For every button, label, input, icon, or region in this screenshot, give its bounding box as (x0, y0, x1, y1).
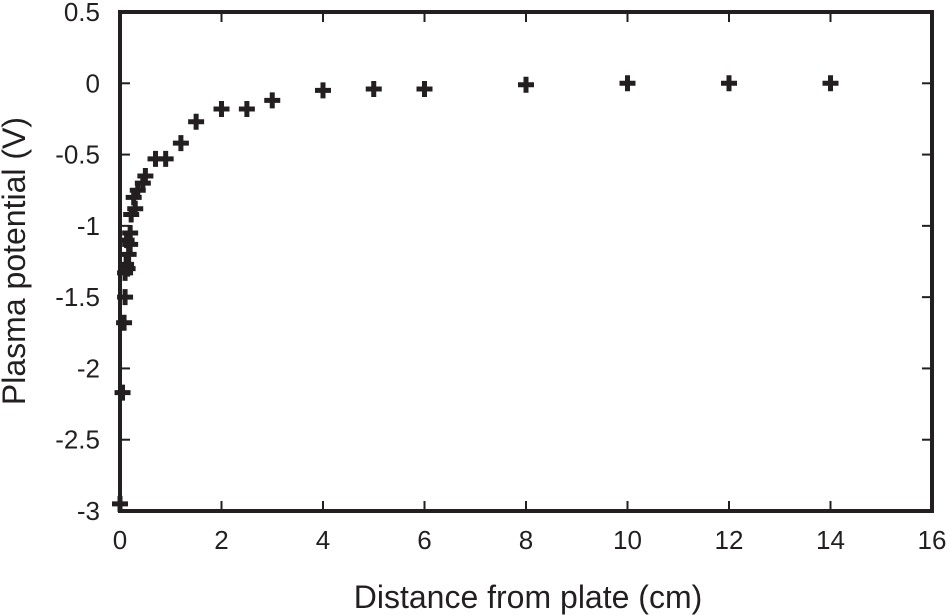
data-points (112, 75, 839, 512)
x-tick-label: 4 (316, 525, 330, 555)
data-point-marker (619, 75, 636, 92)
y-tick-label: -3 (77, 496, 100, 526)
x-tick-label: 12 (715, 525, 744, 555)
data-point-marker (172, 135, 189, 152)
data-point-marker (264, 92, 281, 109)
x-tick-label: 2 (214, 525, 228, 555)
data-point-marker (112, 495, 128, 512)
data-point-marker (238, 100, 255, 117)
data-point-marker (822, 75, 839, 92)
data-point-marker (315, 82, 331, 99)
x-tick-label: 10 (613, 525, 642, 555)
data-point-marker (117, 289, 134, 306)
data-point-marker (188, 113, 205, 130)
x-tick-label: 6 (417, 525, 431, 555)
y-tick-label: 0.5 (64, 0, 100, 27)
axis-ticks (119, 11, 933, 512)
y-tick-labels: 0.5 0 -0.5 -1 -1.5 -2 -2.5 -3 (55, 0, 100, 526)
y-axis-title: Plasma potential (V) (0, 117, 32, 405)
data-point-marker (157, 150, 174, 167)
data-point-marker (114, 384, 131, 401)
y-tick-label: -2 (77, 353, 100, 383)
x-axis-title: Distance from plate (cm) (354, 579, 703, 615)
data-point-marker (122, 236, 139, 253)
y-tick-label: -1.5 (55, 282, 100, 312)
x-tick-label: 8 (519, 525, 533, 555)
x-tick-label: 16 (918, 525, 947, 555)
y-tick-label: 0 (86, 68, 100, 98)
data-point-marker (213, 100, 230, 117)
data-point-marker (721, 75, 737, 92)
x-tick-label: 14 (816, 525, 845, 555)
data-point-marker (137, 167, 154, 184)
data-point-marker (116, 314, 133, 331)
x-tick-labels: 0 2 4 6 8 10 12 14 16 (113, 525, 947, 555)
x-tick-label: 0 (113, 525, 127, 555)
data-point-marker (416, 80, 433, 97)
y-tick-label: -1 (77, 211, 100, 241)
data-point-marker (518, 76, 534, 93)
data-point-marker (119, 260, 136, 277)
y-tick-label: -2.5 (55, 425, 100, 455)
y-tick-label: -0.5 (55, 140, 100, 170)
data-point-marker (365, 80, 382, 97)
